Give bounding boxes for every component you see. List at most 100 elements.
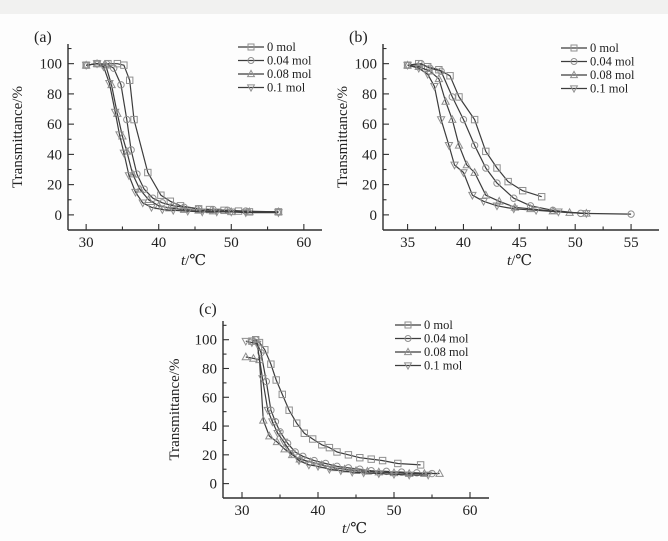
square-marker-icon bbox=[318, 441, 326, 449]
series-0-08-mol-markers bbox=[241, 352, 445, 477]
square-marker-icon bbox=[333, 448, 341, 456]
series-0-1-mol-line bbox=[407, 64, 587, 214]
series-0-08-mol-markers bbox=[81, 58, 283, 216]
series-0-mol bbox=[403, 59, 546, 201]
triangle-up-marker-icon bbox=[179, 204, 189, 213]
series-0-1-mol bbox=[241, 337, 433, 480]
square-marker-icon bbox=[278, 390, 286, 399]
triangle-down-marker-icon bbox=[147, 204, 156, 213]
triangle-down-marker-icon bbox=[131, 188, 140, 198]
square-marker-icon bbox=[367, 455, 375, 463]
triangle-down-marker-icon bbox=[459, 169, 468, 178]
triangle-up-marker-icon bbox=[454, 140, 464, 149]
series-0-1-mol-markers bbox=[81, 60, 283, 218]
triangle-up-marker-icon bbox=[494, 196, 504, 205]
triangle-up-marker-icon bbox=[526, 203, 535, 213]
triangle-up-marker-icon bbox=[295, 454, 305, 463]
circle-marker-icon bbox=[333, 462, 341, 471]
circle-marker-icon bbox=[257, 348, 265, 357]
series-0-1-mol bbox=[81, 60, 283, 218]
triangle-down-marker-icon bbox=[247, 339, 257, 348]
circle-marker-icon bbox=[627, 210, 635, 218]
triangle-up-marker-icon bbox=[434, 73, 444, 83]
triangle-up-marker-icon bbox=[362, 466, 372, 475]
y-tick-label: 0 bbox=[210, 477, 218, 493]
triangle-up-marker-icon bbox=[389, 467, 399, 477]
circle-marker-icon bbox=[397, 468, 406, 476]
series-0-04-mol-markers bbox=[248, 336, 436, 478]
circle-marker-icon bbox=[123, 115, 131, 124]
triangle-up-marker-icon bbox=[435, 468, 445, 477]
series-0-1-mol-markers bbox=[403, 61, 591, 219]
tick-marks bbox=[68, 47, 305, 230]
x-tick-label: 55 bbox=[624, 235, 639, 251]
triangle-down-marker-icon bbox=[403, 61, 413, 71]
square-marker-icon bbox=[482, 147, 490, 156]
legend-label: 0.04 mol bbox=[590, 55, 635, 69]
triangle-down-marker-icon bbox=[138, 199, 148, 208]
legend-label: 0.04 mol bbox=[424, 332, 469, 346]
triangle-down-marker-icon bbox=[183, 207, 193, 216]
triangle-down-marker-icon bbox=[267, 418, 277, 427]
legend-label: 0 mol bbox=[267, 40, 296, 54]
triangle-up-marker-icon bbox=[208, 206, 218, 215]
y-tick-label: 20 bbox=[362, 178, 377, 194]
triangle-down-marker-icon bbox=[241, 209, 251, 218]
legend-label: 0.1 mol bbox=[424, 359, 463, 373]
triangle-up-marker-icon bbox=[328, 462, 338, 472]
series-0-08-mol-line bbox=[86, 63, 279, 213]
x-axis-label: t/℃ bbox=[507, 253, 532, 269]
square-marker-icon bbox=[537, 193, 546, 201]
square-marker-icon bbox=[272, 376, 280, 384]
triangle-down-marker-icon bbox=[467, 191, 477, 201]
series-0-mol-markers bbox=[248, 336, 425, 469]
triangle-down-marker-icon bbox=[157, 206, 167, 215]
x-tick-label: 50 bbox=[568, 235, 583, 251]
triangle-down-marker-icon bbox=[246, 84, 256, 93]
triangle-down-marker-icon bbox=[436, 116, 446, 125]
axes bbox=[382, 44, 659, 231]
series-0-1-mol-markers bbox=[241, 337, 433, 480]
triangle-up-marker-icon bbox=[374, 467, 384, 476]
triangle-down-marker-icon bbox=[347, 468, 357, 477]
y-tick-label: 40 bbox=[47, 147, 62, 163]
square-marker-icon bbox=[120, 61, 128, 69]
triangle-down-marker-icon bbox=[92, 60, 102, 69]
circle-marker-icon bbox=[570, 58, 578, 65]
y-tick-label: 40 bbox=[362, 147, 377, 163]
square-marker-icon bbox=[493, 164, 501, 172]
triangle-up-marker-icon bbox=[403, 347, 413, 356]
legend-label: 0 mol bbox=[424, 318, 453, 332]
legend-label: 0.1 mol bbox=[590, 82, 629, 96]
triangle-up-marker-icon bbox=[128, 169, 138, 178]
legend-label: 0.08 mol bbox=[590, 68, 635, 82]
y-tick-label: 60 bbox=[362, 117, 377, 133]
series-0-mol-markers bbox=[403, 59, 546, 201]
y-tick-label: 100 bbox=[195, 333, 218, 349]
x-tick-label: 30 bbox=[235, 503, 250, 519]
circle-marker-icon bbox=[110, 64, 118, 72]
triangle-down-marker-icon bbox=[124, 172, 134, 181]
series-0-08-mol bbox=[81, 58, 283, 216]
square-marker-icon bbox=[267, 360, 275, 368]
triangle-up-marker-icon bbox=[258, 415, 268, 424]
triangle-down-marker-icon bbox=[252, 340, 262, 349]
square-marker-icon bbox=[394, 459, 402, 468]
triangle-up-marker-icon bbox=[441, 96, 451, 105]
x-tick-label: 50 bbox=[224, 235, 239, 251]
series-0-1-mol bbox=[403, 61, 591, 219]
triangle-up-marker-icon bbox=[274, 207, 283, 216]
series-0-mol-line bbox=[86, 63, 279, 213]
square-marker-icon bbox=[446, 72, 454, 80]
y-tick-label: 20 bbox=[202, 448, 217, 464]
series-0-mol-line bbox=[407, 63, 542, 198]
square-marker-icon bbox=[285, 406, 293, 414]
y-axis-label: Transmittance/% bbox=[335, 86, 351, 188]
triangle-up-marker-icon bbox=[462, 160, 472, 169]
square-marker-icon bbox=[416, 461, 425, 469]
triangle-down-marker-icon bbox=[258, 375, 267, 384]
triangle-down-marker-icon bbox=[450, 161, 459, 170]
triangle-up-marker-icon bbox=[340, 464, 350, 473]
